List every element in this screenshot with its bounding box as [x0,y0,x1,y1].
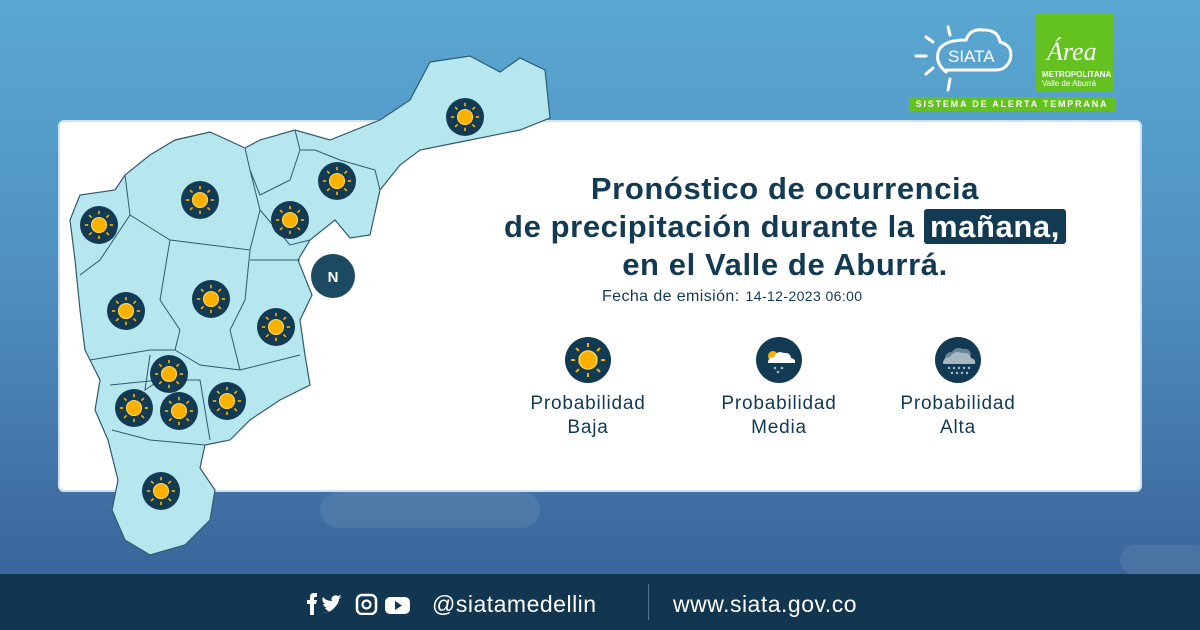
website-link[interactable]: www.siata.gov.co [673,591,857,617]
legend-medium: Probabilidad Media [699,337,859,440]
time-of-day-highlight: mañana, [923,209,1066,244]
zone-forecast-sun-icon [115,389,153,427]
map-region [69,55,551,556]
area-line-2: Valle de Aburrá [1042,79,1097,88]
siata-area-logo: SIATA Área METROPOLITANA Valle de Aburrá [914,14,1114,92]
youtube-icon[interactable] [385,597,410,614]
zone-forecast-sun-icon [80,206,118,244]
title-line-2: de precipitación durante la mañana, [430,208,1140,246]
social-icons [307,593,410,615]
zone-forecast-sun-icon [181,181,219,219]
zone-forecast-sun-icon [208,382,246,420]
instagram-icon[interactable] [355,593,378,615]
legend-level: Baja [567,417,609,438]
twitter-icon[interactable] [322,595,342,613]
heavy-rain-cloud-icon [935,337,981,383]
issue-date-label: Fecha de emisión: [602,288,740,305]
logos: SIATA Área METROPOLITANA Valle de Aburrá [906,12,1116,103]
area-script: Área [1045,37,1097,66]
legend-low: Probabilidad Baja [508,337,668,440]
zone-forecast-sun-icon [318,162,356,200]
issue-date: Fecha de emisión: 14-12-2023 06:00 [602,288,862,306]
zone-forecast-sun-icon [257,308,295,346]
zone-forecast-sun-icon [142,472,180,510]
title-line-3: en el Valle de Aburrá. [622,247,948,282]
legend-label: Probabilidad [530,393,646,414]
siata-text: SIATA [948,47,995,66]
background-cloud [1120,545,1200,575]
title-line-1: Pronóstico de ocurrencia [590,171,980,206]
legend-label: Probabilidad [721,393,837,414]
legend-label: Probabilidad [900,393,1016,414]
partly-cloudy-rain-icon [756,337,802,383]
zone-forecast-sun-icon [150,355,188,393]
valle-de-aburra-map [69,55,551,556]
legend-level: Media [751,417,807,438]
compass-label: N [327,269,339,286]
social-handle[interactable]: @siatamedellin [432,591,597,617]
issue-date-value: 14-12-2023 06:00 [745,288,863,304]
background-cloud [320,492,540,528]
zone-forecast-sun-icon [107,292,145,330]
footer-divider [648,584,649,620]
zone-forecast-sun-icon [192,280,230,318]
zone-forecast-sun-icon [271,201,309,239]
title-text: de precipitación durante la [504,209,915,244]
facebook-icon[interactable] [307,593,317,615]
north-compass: N [311,254,355,298]
footer: @siatamedellin www.siata.gov.co [0,574,1200,630]
zone-forecast-sun-icon [160,392,198,430]
tagline: SISTEMA DE ALERTA TEMPRANA [909,97,1115,111]
sun-icon [565,337,611,383]
area-line-1: METROPOLITANA [1042,70,1111,79]
zone-forecast-sun-icon [446,98,484,136]
legend-high: Probabilidad Alta [878,337,1038,440]
page-title: Pronóstico de ocurrencia de precipitació… [430,170,1140,284]
legend-level: Alta [940,417,976,438]
